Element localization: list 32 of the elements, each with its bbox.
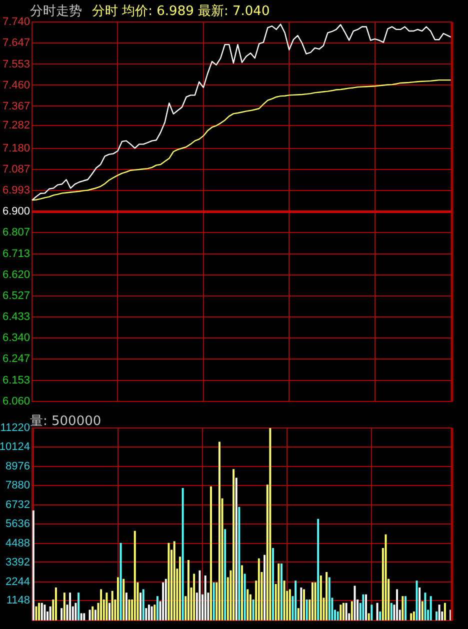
chart-title: 分时走势	[30, 4, 82, 19]
y-tick-label: 6.993	[2, 184, 30, 197]
y-tick-label: 11220	[0, 422, 30, 434]
y-tick-label: 2244	[6, 576, 30, 588]
y-tick-label: 8976	[6, 460, 30, 473]
y-tick-label: 7.087	[2, 164, 30, 176]
y-tick-label: 7880	[6, 479, 30, 492]
y-tick-label: 7.282	[2, 119, 30, 132]
y-tick-label: 6.620	[2, 268, 30, 281]
y-tick-label: 3392	[6, 556, 30, 568]
y-tick-label: 6.807	[2, 226, 30, 239]
y-tick-label: 6.900	[2, 206, 30, 218]
chart-subtitle: 分时 均价: 6.989 最新: 7.040	[92, 4, 270, 19]
y-tick-label: 6.433	[2, 311, 30, 324]
y-tick-label: 7.647	[2, 37, 30, 50]
y-tick-label: 5636	[6, 518, 30, 530]
y-tick-label: 6.247	[2, 353, 30, 366]
y-tick-label: 10124	[0, 440, 30, 453]
y-tick-label: 7.367	[2, 100, 30, 112]
y-tick-label: 6.153	[2, 374, 30, 386]
y-tick-label: 6732	[6, 498, 30, 511]
y-tick-label: 7.180	[2, 142, 30, 154]
y-tick-label: 7.460	[2, 79, 30, 92]
y-tick-label: 1148	[6, 594, 30, 607]
y-tick-label: 6.340	[2, 332, 30, 344]
y-tick-label: 6.713	[2, 248, 30, 260]
y-tick-label: 7.553	[2, 58, 30, 70]
y-tick-label: 4488	[6, 537, 30, 550]
y-tick-label: 7.740	[2, 16, 30, 28]
y-tick-label: 6.527	[2, 290, 30, 302]
chart-title: 量: 500000	[30, 414, 102, 429]
y-tick-label: 6.060	[2, 395, 30, 408]
